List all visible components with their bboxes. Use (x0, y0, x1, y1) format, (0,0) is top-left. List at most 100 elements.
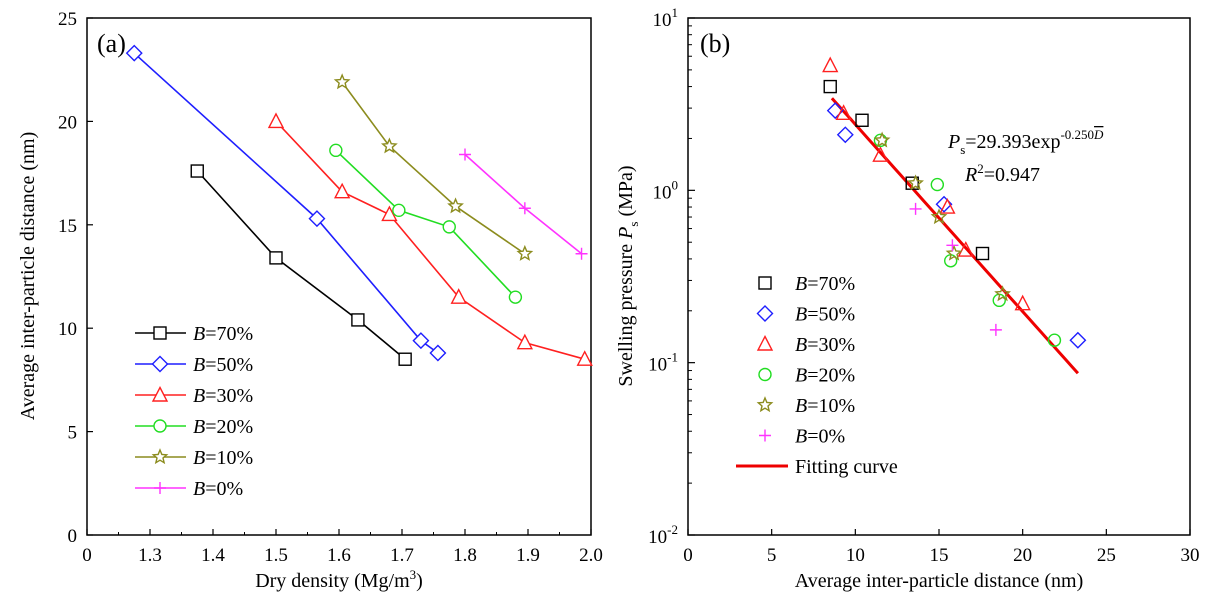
panel-b-x-tick-label: 10 (846, 545, 865, 566)
panel-b-series-plus (909, 202, 1002, 336)
panel-a-legend-item: B=0% (135, 478, 243, 500)
panel-b-legend-label: B=20% (795, 365, 855, 387)
panel-b-legend-item: B=50% (756, 304, 855, 326)
panel-b-legend-marker (758, 276, 772, 290)
panel-b-legend-item: B=0% (759, 426, 845, 448)
panel-a-data-point (459, 148, 471, 161)
panel-b-legend-marker (756, 305, 774, 322)
panel-b-legend-marker (759, 429, 771, 442)
panel-b-legend-item: B=10% (756, 395, 855, 417)
panel-a-legend-marker (154, 482, 166, 494)
panel-a-legend-label: B=70% (193, 323, 253, 345)
panel-a-series-plus (459, 148, 588, 260)
panel-b-x-ticks: 0 5 10 15 20 25 30 (683, 529, 1200, 566)
panel-a-data-point (190, 164, 204, 178)
panel-a-series-line (196, 170, 406, 360)
panel-b-data-point (836, 126, 854, 144)
panel-b-x-tick-label: 0 (683, 545, 693, 566)
panel-a-data-point (329, 143, 343, 158)
panel-a-data-point (429, 344, 447, 362)
panel-a-legend-label: B=30% (193, 385, 253, 407)
fit-equation: Ps=29.393exp-0.250D (947, 127, 1104, 157)
panel-a-series-line (464, 153, 583, 255)
panel-a-data-point (398, 352, 412, 366)
panel-a-data-point (412, 332, 430, 350)
panel-a-x-tick-label: 1.4 (201, 545, 225, 566)
panel-a-data-point (381, 137, 398, 154)
panel-b-data-point (989, 323, 1002, 336)
panel-a-x-tick-label: 0 (82, 545, 92, 566)
panel-b-y-tick-label: 10-2 (648, 522, 678, 548)
panel-b-data-point (930, 177, 945, 192)
panel-a-legend-item: B=70% (135, 323, 253, 345)
panel-a-x-tick-label: 1.6 (327, 545, 351, 566)
panel-a-label: (a) (97, 29, 126, 58)
panel-b-data-point (1069, 331, 1087, 349)
panel-a-legend-label: B=50% (193, 354, 253, 376)
panel-b-y-tick-label: 100 (653, 177, 679, 203)
panel-b-data-point (909, 202, 922, 215)
panel-b-data-point (823, 79, 837, 94)
panel-b-series-star (873, 131, 1011, 302)
panel-a-y-axis-label: Average inter-particle distance (nm) (17, 132, 39, 421)
panel-a-series-line (275, 120, 585, 360)
panel-b-data-point (975, 246, 990, 261)
panel-b-label: (b) (700, 29, 730, 58)
panel-b-x-tick-label: 20 (1013, 545, 1032, 566)
panel-a-series-line (133, 52, 439, 354)
panel-b-series (822, 56, 1087, 349)
panel-a-series-triangle (267, 112, 593, 366)
panel-a-y-tick-label: 10 (58, 319, 77, 340)
panel-a-data-point (351, 313, 365, 327)
fit-curve (830, 97, 1080, 375)
panel-b-legend-item: B=70% (758, 273, 855, 295)
panel-a-series-star (333, 73, 534, 261)
r-squared: R2=0.947 (964, 161, 1040, 186)
panel-b-data-point (939, 198, 956, 214)
panel-a-legend-item: B=30% (135, 385, 253, 407)
panel-b-y-ticks: 10-2 10-1 100 101 (648, 5, 695, 548)
panel-a-y-tick-label: 15 (58, 216, 77, 237)
panel-a-data-point (125, 44, 143, 62)
panel-b-data-point (957, 241, 974, 257)
panel-a-data-point (333, 182, 351, 199)
panel-a-data-point (508, 290, 523, 304)
panel-a-data-point (450, 288, 467, 304)
panel-b-legend-label: B=10% (795, 395, 855, 417)
panel-a-legend-item: B=20% (135, 416, 253, 438)
panel-a-series-diamond (125, 44, 447, 362)
panel-b-data-point (930, 208, 948, 225)
panel-b-legend-marker (756, 396, 774, 413)
panel-b-data-point (822, 56, 839, 73)
panel-a-data-point (442, 220, 456, 234)
panel-b-data-point (1047, 333, 1062, 347)
panel-b-legend-item: B=20% (758, 365, 855, 387)
panel-a-legend-item: B=50% (135, 354, 253, 376)
panel-a-y-tick-label: 5 (68, 423, 78, 444)
panel-b-x-tick-label: 15 (930, 545, 949, 566)
panel-b-x-axis-label: Average inter-particle distance (nm) (795, 570, 1084, 592)
panel-b-series-square (823, 79, 990, 261)
panel-a-y-ticks: 0 5 10 15 20 25 (58, 9, 93, 547)
panel-b-data-point (946, 239, 959, 252)
panel-a-legend-marker (151, 355, 169, 373)
panel-a-series (125, 44, 593, 366)
panel-b-series-triangle (822, 56, 1031, 311)
panel-a-data-point (516, 244, 534, 261)
panel-a-y-tick-label: 25 (58, 9, 77, 30)
panel-a-legend-marker (151, 448, 169, 465)
panel-b-data-point (835, 104, 852, 120)
panel-b-legend-item-fit: Fitting curve (736, 456, 898, 478)
panel-a-data-point (576, 350, 593, 366)
panel-a-x-tick-label: 1.5 (264, 545, 288, 566)
panel-a-y-tick-label: 20 (58, 112, 77, 133)
panel-b-data-point (994, 285, 1011, 302)
panel-b-legend-label: B=0% (795, 426, 845, 448)
panel-a-data-point (333, 73, 351, 90)
panel-b-legend: B=70% B=50% B=30% B=20% B=10% B=0% Fitting cur… (736, 273, 898, 478)
panel-a-data-point (516, 333, 534, 350)
panel-a-legend-marker (153, 419, 167, 433)
panel-b-data-point (873, 131, 891, 148)
panel-a-legend-item: B=10% (135, 447, 253, 469)
